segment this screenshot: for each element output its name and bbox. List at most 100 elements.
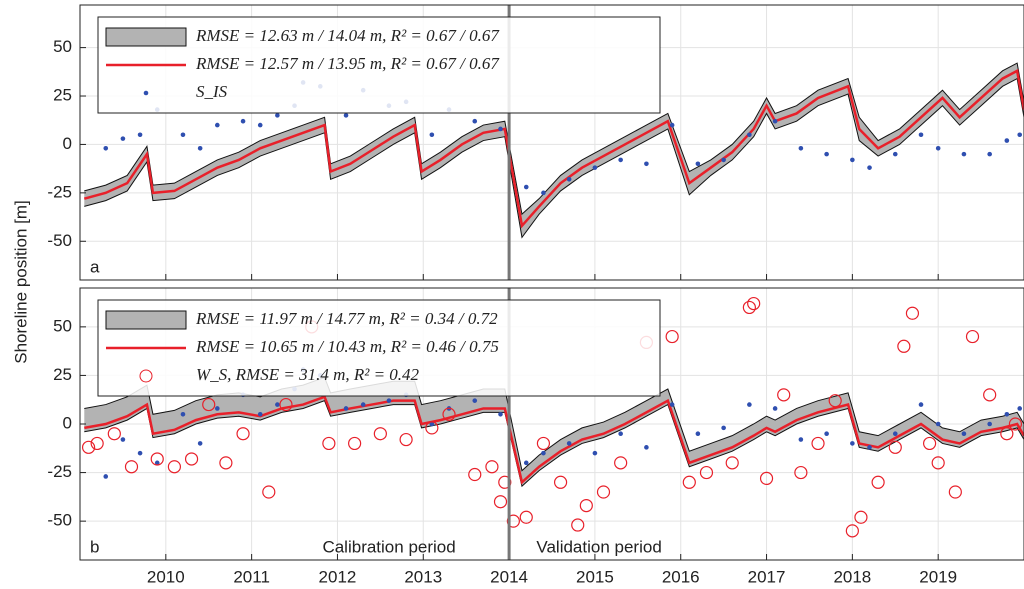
y-tick-label: -25 — [47, 182, 72, 201]
point — [90, 436, 104, 451]
point — [669, 122, 675, 128]
model-line — [83, 68, 1024, 229]
x-tick-label: 2015 — [576, 567, 614, 586]
panel-label: b — [90, 537, 99, 556]
point — [257, 411, 263, 417]
point — [721, 425, 726, 431]
point — [429, 132, 435, 138]
point — [682, 475, 696, 489]
point — [468, 467, 482, 482]
x-tick-label: 2014 — [490, 567, 528, 586]
point — [150, 452, 164, 466]
point — [498, 475, 512, 489]
point — [571, 518, 585, 532]
point — [202, 397, 216, 412]
point — [871, 475, 885, 489]
point — [965, 329, 980, 344]
point — [665, 329, 679, 344]
point — [167, 460, 181, 474]
point — [184, 452, 199, 466]
point — [236, 427, 250, 441]
point — [644, 445, 649, 450]
point — [828, 394, 842, 408]
legend-label: S_IS — [196, 82, 228, 101]
point — [107, 427, 121, 441]
point — [824, 151, 829, 157]
legend-box — [97, 16, 661, 114]
legend-label: RMSE = 11.97 m / 14.77 m, R² = 0.34 / 0.… — [195, 309, 498, 328]
point — [386, 398, 392, 403]
plot-frame — [79, 4, 1024, 281]
point — [905, 306, 920, 320]
point — [279, 397, 293, 412]
point — [1008, 417, 1023, 431]
point — [425, 421, 439, 435]
point — [644, 161, 649, 167]
point — [747, 132, 752, 138]
point — [257, 122, 263, 128]
x-tick-label: 2016 — [662, 567, 700, 586]
point — [892, 151, 898, 157]
point — [897, 339, 911, 353]
point — [373, 427, 387, 441]
x-tick-label: 2010 — [147, 567, 185, 586]
point — [103, 474, 109, 479]
point — [137, 450, 143, 456]
point — [695, 161, 701, 167]
point — [506, 514, 520, 528]
panel-label: a — [90, 257, 100, 276]
point — [553, 475, 568, 489]
point — [867, 165, 872, 170]
point — [798, 437, 804, 442]
legend-label: RMSE = 12.63 m / 14.04 m, R² = 0.67 / 0.… — [195, 26, 500, 45]
point — [618, 431, 623, 437]
point — [154, 460, 160, 466]
point — [1004, 411, 1010, 417]
point — [1017, 406, 1023, 411]
point — [197, 441, 203, 446]
point — [850, 441, 855, 446]
band-area — [84, 63, 1024, 238]
x-tick-label: 2019 — [919, 567, 957, 586]
point — [811, 436, 825, 451]
point — [137, 132, 143, 138]
point — [772, 406, 778, 411]
point — [850, 157, 855, 163]
point — [931, 456, 945, 470]
point — [618, 157, 623, 163]
y-tick-label: 50 — [53, 37, 72, 56]
y-tick-label: 25 — [53, 365, 72, 384]
y-tick-label: 0 — [63, 134, 72, 153]
point — [180, 132, 186, 138]
point — [824, 431, 829, 437]
point — [721, 157, 726, 163]
legend-swatch — [105, 310, 187, 330]
legend-swatch — [143, 90, 149, 96]
point — [215, 122, 220, 128]
point — [614, 456, 628, 470]
y-tick-label: 0 — [63, 413, 72, 432]
point — [961, 151, 967, 157]
point — [794, 465, 808, 480]
point — [523, 460, 529, 466]
point — [275, 402, 280, 407]
point — [867, 445, 872, 450]
point — [536, 436, 551, 451]
annotation: Calibration period — [322, 537, 455, 556]
legend-swatch — [105, 27, 187, 47]
y-tick-label: 25 — [53, 86, 72, 105]
point — [742, 300, 756, 315]
y-tick-label: 50 — [53, 316, 72, 335]
legend-swatch — [139, 369, 153, 383]
point — [498, 126, 503, 132]
point — [322, 436, 336, 451]
point — [262, 485, 276, 499]
point — [948, 485, 962, 499]
point — [699, 465, 714, 480]
point — [219, 456, 233, 470]
legend-label: RMSE = 12.57 m / 13.95 m, R² = 0.67 / 0.… — [195, 54, 500, 73]
point — [669, 402, 675, 407]
band-upper — [84, 62, 1024, 216]
point — [854, 510, 868, 524]
